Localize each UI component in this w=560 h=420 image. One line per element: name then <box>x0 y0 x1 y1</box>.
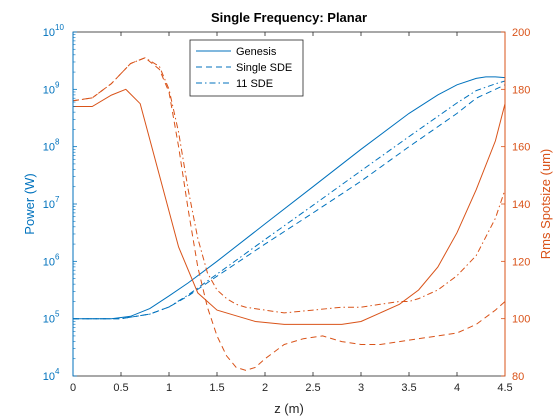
legend-label: Single SDE <box>236 62 292 74</box>
x-tick-label: 3 <box>358 382 364 394</box>
x-tick-label: 1 <box>166 382 172 394</box>
left-y-tick-exponent: 5 <box>55 310 60 319</box>
legend-label: Genesis <box>236 46 277 58</box>
x-axis-label: z (m) <box>274 401 304 416</box>
x-tick-label: 0 <box>70 382 76 394</box>
left-y-tick-exponent: 10 <box>55 23 64 32</box>
left-y-axis-label: Power (W) <box>22 173 37 234</box>
legend-label: 11 SDE <box>236 78 273 90</box>
right-y-tick-label: 180 <box>512 84 530 96</box>
x-tick-label: 4.5 <box>497 382 512 394</box>
right-y-tick-label: 140 <box>512 199 530 211</box>
series-line-right-single-sde <box>72 57 506 371</box>
left-y-tick-exponent: 7 <box>55 195 60 204</box>
series-layer <box>72 57 506 371</box>
series-line-left-11-sde <box>73 80 506 320</box>
legend: Genesis Single SDE 11 SDE <box>189 39 304 97</box>
series-line-right-11-sde <box>72 57 506 314</box>
x-tick-label: 1.5 <box>209 382 224 394</box>
chart-title: Single Frequency: Planar <box>211 10 367 25</box>
left-y-tick-label: 10 <box>43 27 55 39</box>
left-y-tick-label: 10 <box>43 314 55 326</box>
left-y-tick-label: 10 <box>43 256 55 268</box>
right-y-tick-label: 80 <box>512 371 524 383</box>
x-tick-label: 3.5 <box>401 382 416 394</box>
right-y-tick-label: 120 <box>512 256 530 268</box>
left-y-tick-label: 10 <box>43 371 55 383</box>
x-tick-label: 2 <box>262 382 268 394</box>
right-y-tick-label: 100 <box>512 314 530 326</box>
series-line-left-single-sde <box>73 84 506 320</box>
right-y-axis-label: Rms Spotsize (um) <box>538 149 553 260</box>
x-axis: 0 0.5 1 1.5 2 2.5 3 3.5 4 4.5 <box>70 32 513 394</box>
left-y-tick-exponent: 6 <box>55 252 60 261</box>
series-line-left-genesis <box>73 76 506 320</box>
left-y-tick-exponent: 8 <box>55 138 60 147</box>
left-y-tick-label: 10 <box>43 84 55 96</box>
x-tick-label: 0.5 <box>113 382 128 394</box>
left-y-tick-label: 10 <box>43 199 55 211</box>
right-y-tick-label: 200 <box>512 27 530 39</box>
left-y-tick-label: 10 <box>43 142 55 154</box>
legend-box <box>189 39 304 97</box>
series-line-right-genesis <box>73 88 506 325</box>
right-y-tick-label: 160 <box>512 142 530 154</box>
x-tick-label: 4 <box>454 382 460 394</box>
x-tick-label: 2.5 <box>305 382 320 394</box>
right-y-axis: 80 100 120 140 160 180 200 <box>501 27 530 383</box>
left-y-tick-exponent: 9 <box>55 80 60 89</box>
left-y-tick-exponent: 4 <box>55 367 60 376</box>
